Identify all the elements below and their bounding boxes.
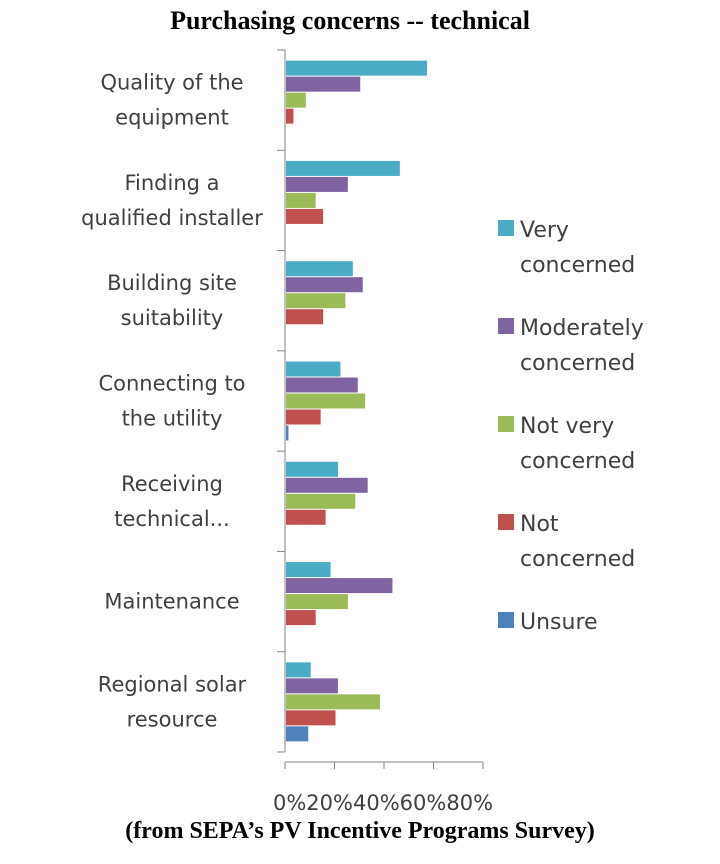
category-label: resource	[127, 707, 218, 731]
category-label: technical...	[114, 507, 229, 531]
category-label: Maintenance	[104, 590, 239, 614]
x-tick-labels-row: 0%20%40%60%80%	[273, 791, 493, 815]
bar-unsure-3	[286, 425, 289, 441]
category-label: qualified installer	[81, 206, 263, 230]
x-tick-label: 80%	[446, 791, 493, 815]
bar-moderately-concerned-5	[286, 578, 393, 594]
chart-legend: Very concerned Moderately concerned Not very…	[498, 218, 644, 635]
chart-bars	[286, 60, 428, 742]
bar-not-concerned-4	[286, 509, 326, 525]
legend-swatch	[498, 318, 514, 334]
bar-moderately-concerned-0	[286, 76, 361, 92]
category-label: the utility	[122, 407, 223, 431]
legend-label: Very	[520, 218, 569, 243]
bar-very-concerned-3	[286, 361, 341, 377]
legend-swatch	[498, 514, 514, 530]
legend-swatch	[498, 612, 514, 628]
category-label: Regional solar	[98, 672, 247, 696]
legend-label: concerned	[520, 547, 635, 572]
bar-not-concerned-5	[286, 610, 316, 626]
category-label: Quality of the	[100, 71, 243, 95]
bar-not-concerned-1	[286, 208, 324, 224]
bar-not-very-concerned-6	[286, 694, 381, 710]
legend-label: Not very	[520, 414, 614, 439]
x-tick-label: 20%	[306, 791, 353, 815]
bar-not-very-concerned-0	[286, 92, 306, 108]
bar-very-concerned-6	[286, 662, 311, 678]
x-tick-label: 60%	[400, 791, 447, 815]
legend-label: concerned	[520, 449, 635, 474]
category-label: Building site	[107, 271, 237, 295]
chart-footnote: (from SEPA’s PV Incentive Programs Surve…	[125, 818, 595, 844]
bar-not-very-concerned-4	[286, 493, 356, 509]
category-labels: Quality of the equipment Finding a qualifie…	[81, 71, 263, 732]
category-label: Finding a	[124, 171, 219, 195]
bar-moderately-concerned-3	[286, 377, 358, 393]
bar-moderately-concerned-2	[286, 277, 363, 293]
bar-very-concerned-1	[286, 160, 400, 176]
bar-very-concerned-0	[286, 60, 428, 76]
x-tick-label: 40%	[353, 791, 400, 815]
chart-axes	[277, 49, 484, 769]
legend-label: Unsure	[520, 610, 598, 635]
category-label: suitability	[121, 306, 224, 330]
x-tick-labels: 0%20%40%60%80%	[273, 791, 493, 815]
legend-label: concerned	[520, 351, 635, 376]
bar-not-very-concerned-3	[286, 393, 366, 409]
bar-not-very-concerned-2	[286, 293, 346, 309]
bar-very-concerned-4	[286, 461, 338, 477]
legend-label: Not	[520, 512, 559, 537]
legend-label: concerned	[520, 253, 635, 278]
chart-title: Purchasing concerns -- technical	[170, 6, 530, 35]
bar-very-concerned-5	[286, 562, 331, 578]
legend-swatch	[498, 220, 514, 236]
bar-not-very-concerned-5	[286, 594, 348, 610]
bar-unsure-6	[286, 726, 309, 742]
category-label: equipment	[115, 106, 229, 130]
bar-not-concerned-2	[286, 309, 324, 325]
legend-label: Moderately	[520, 316, 644, 341]
bar-not-very-concerned-1	[286, 192, 316, 208]
bar-very-concerned-2	[286, 261, 353, 277]
bar-moderately-concerned-1	[286, 176, 348, 192]
bar-not-concerned-3	[286, 409, 321, 425]
x-tick-label: 0%	[273, 791, 306, 815]
legend-swatch	[498, 416, 514, 432]
bar-moderately-concerned-6	[286, 678, 338, 694]
bar-not-concerned-6	[286, 710, 336, 726]
bar-not-concerned-0	[286, 108, 294, 124]
bar-moderately-concerned-4	[286, 477, 368, 493]
category-label: Connecting to	[98, 372, 245, 396]
category-label: Receiving	[121, 472, 223, 496]
